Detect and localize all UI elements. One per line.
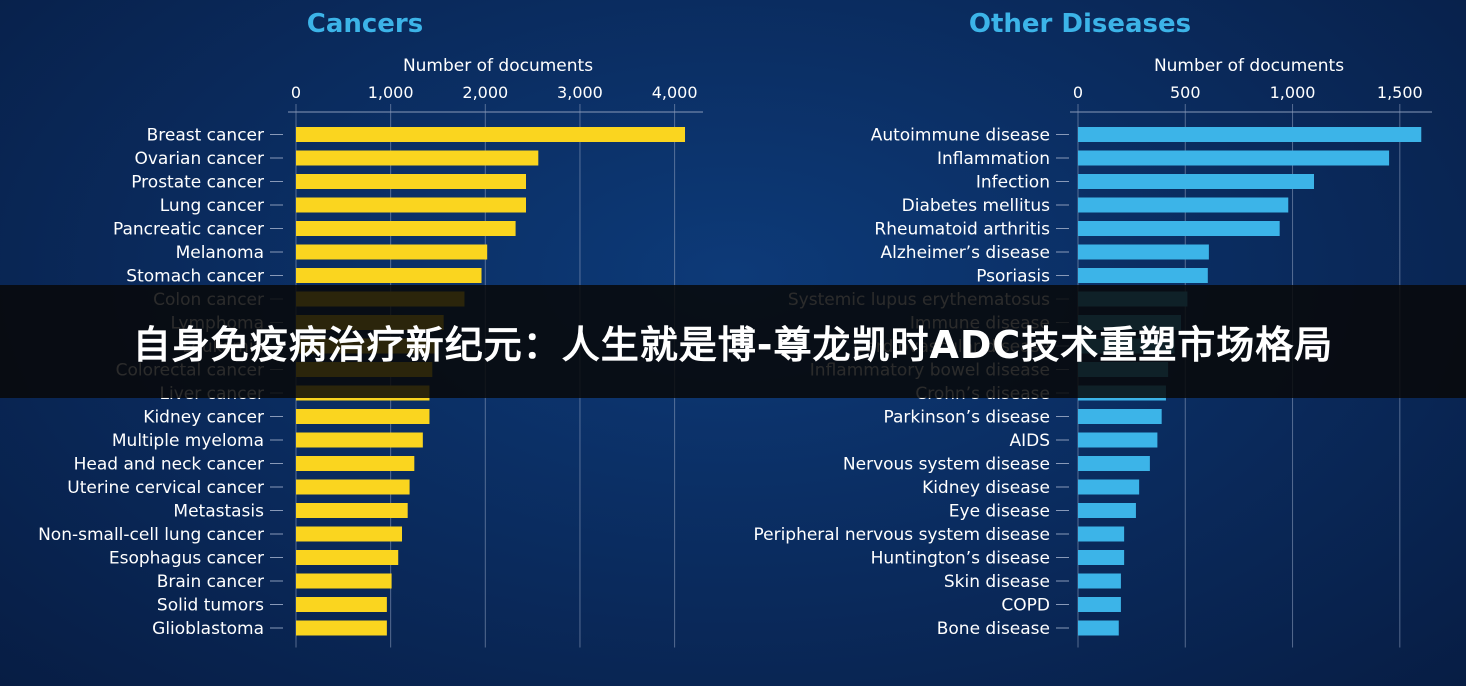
cancers-category-label: Kidney cancer bbox=[143, 408, 264, 428]
cancers-category-label: Multiple myeloma bbox=[112, 431, 264, 451]
cancers-x-tick-label: 3,000 bbox=[557, 83, 603, 102]
overlay-banner-text: 自身免疫病治疗新纪元：人生就是博-尊龙凯时ADC技术重塑市场格局 bbox=[132, 323, 1334, 367]
other-bar-12 bbox=[1078, 409, 1162, 424]
other-bar-17 bbox=[1078, 526, 1125, 542]
cancers-bar-17 bbox=[296, 526, 403, 542]
cancers-bar-3 bbox=[296, 197, 527, 213]
cancers-category-label: Stomach cancer bbox=[126, 267, 264, 287]
cancers-bar-20 bbox=[296, 597, 387, 612]
cancers-category-label: Head and neck cancer bbox=[74, 455, 264, 475]
cancers-bar-12 bbox=[296, 409, 430, 424]
other-category-label: AIDS bbox=[1009, 431, 1050, 451]
other-category-label: Skin disease bbox=[944, 572, 1050, 592]
cancers-category-label: Pancreatic cancer bbox=[113, 220, 264, 240]
cancers-x-axis-title: Number of documents bbox=[403, 56, 593, 76]
cancers-bar-16 bbox=[296, 503, 408, 518]
other-bar-2 bbox=[1078, 174, 1314, 189]
other-bar-0 bbox=[1078, 127, 1422, 142]
other-category-label: Rheumatoid arthritis bbox=[874, 220, 1050, 240]
other-category-label: COPD bbox=[1001, 596, 1050, 616]
other-category-label: Nervous system disease bbox=[843, 455, 1050, 475]
other-chart-title: Other Diseases bbox=[969, 9, 1191, 39]
cancers-bar-19 bbox=[296, 573, 392, 589]
cancers-x-tick-label: 0 bbox=[291, 83, 301, 102]
cancers-bar-6 bbox=[296, 268, 482, 283]
cancers-bar-4 bbox=[296, 221, 516, 236]
other-category-label: Alzheimer’s disease bbox=[881, 243, 1050, 263]
cancers-category-label: Lung cancer bbox=[160, 196, 264, 216]
cancers-category-label: Uterine cervical cancer bbox=[67, 478, 264, 498]
other-category-label: Autoimmune disease bbox=[871, 126, 1050, 146]
other-category-label: Bone disease bbox=[937, 619, 1050, 639]
other-bar-15 bbox=[1078, 479, 1140, 495]
other-category-label: Eye disease bbox=[949, 502, 1050, 522]
other-category-label: Huntington’s disease bbox=[871, 549, 1050, 569]
other-bar-20 bbox=[1078, 597, 1121, 612]
other-bar-21 bbox=[1078, 620, 1119, 636]
other-bar-3 bbox=[1078, 197, 1289, 213]
cancers-bar-13 bbox=[296, 432, 423, 448]
other-bar-4 bbox=[1078, 221, 1280, 236]
cancers-bar-18 bbox=[296, 550, 399, 565]
cancers-category-label: Ovarian cancer bbox=[134, 149, 264, 169]
cancers-category-label: Brain cancer bbox=[157, 572, 264, 592]
cancers-category-label: Metastasis bbox=[173, 502, 264, 522]
cancers-bar-5 bbox=[296, 244, 488, 260]
other-x-tick-label: 1,000 bbox=[1270, 83, 1316, 102]
other-x-tick-label: 0 bbox=[1073, 83, 1083, 102]
cancers-bar-15 bbox=[296, 479, 410, 495]
other-bar-6 bbox=[1078, 268, 1208, 283]
other-x-axis-title: Number of documents bbox=[1154, 56, 1344, 76]
other-bar-18 bbox=[1078, 550, 1125, 565]
other-category-label: Inflammation bbox=[937, 149, 1050, 169]
other-x-tick-label: 1,500 bbox=[1377, 83, 1423, 102]
cancers-category-label: Prostate cancer bbox=[131, 173, 264, 193]
other-bar-13 bbox=[1078, 432, 1158, 448]
overlay-banner: 自身免疫病治疗新纪元：人生就是博-尊龙凯时ADC技术重塑市场格局 bbox=[0, 285, 1466, 398]
cancers-bar-0 bbox=[296, 127, 686, 142]
other-bar-5 bbox=[1078, 244, 1209, 260]
other-category-label: Parkinson’s disease bbox=[884, 408, 1051, 428]
cancers-category-label: Solid tumors bbox=[157, 596, 264, 616]
other-category-label: Kidney disease bbox=[922, 478, 1050, 498]
cancers-category-label: Melanoma bbox=[176, 243, 264, 263]
other-bar-14 bbox=[1078, 456, 1150, 471]
cancers-bar-21 bbox=[296, 620, 387, 636]
other-category-label: Peripheral nervous system disease bbox=[753, 525, 1050, 545]
cancers-category-label: Esophagus cancer bbox=[109, 549, 264, 569]
cancers-category-label: Glioblastoma bbox=[152, 619, 264, 639]
other-category-label: Psoriasis bbox=[976, 267, 1050, 287]
cancers-x-tick-label: 2,000 bbox=[462, 83, 508, 102]
cancers-category-label: Breast cancer bbox=[147, 126, 264, 146]
cancers-chart-title: Cancers bbox=[307, 9, 423, 39]
cancers-x-tick-label: 1,000 bbox=[368, 83, 414, 102]
other-bar-19 bbox=[1078, 573, 1121, 589]
cancers-bar-1 bbox=[296, 150, 539, 166]
other-category-label: Infection bbox=[976, 173, 1050, 193]
other-x-tick-label: 500 bbox=[1170, 83, 1201, 102]
cancers-x-tick-label: 4,000 bbox=[652, 83, 698, 102]
other-bar-16 bbox=[1078, 503, 1136, 518]
cancers-bar-2 bbox=[296, 174, 527, 189]
cancers-bar-14 bbox=[296, 456, 415, 471]
other-bar-1 bbox=[1078, 150, 1390, 166]
cancers-category-label: Non-small-cell lung cancer bbox=[38, 525, 264, 545]
other-category-label: Diabetes mellitus bbox=[902, 196, 1050, 216]
